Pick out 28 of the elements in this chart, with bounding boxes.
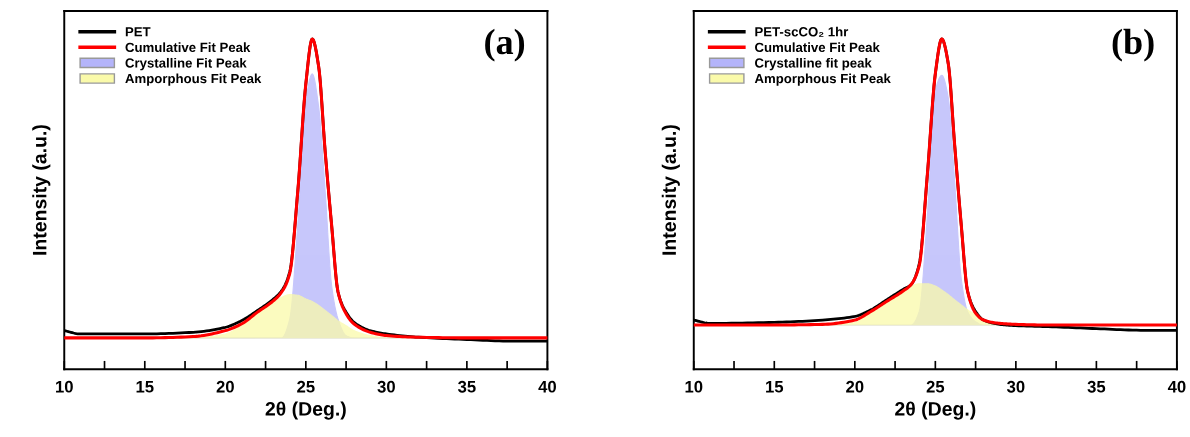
legend-label: Amporphous Fit Peak <box>754 73 891 86</box>
x-tick-label: 15 <box>766 380 784 393</box>
legend-label: Crystalline fit peak <box>755 57 872 71</box>
annotation: (b) <box>1112 28 1154 62</box>
annotation: (a) <box>485 28 525 62</box>
legend-label: Amporphous Fit Peak <box>125 73 262 86</box>
x-tick-label: 10 <box>685 380 703 393</box>
x-tick-label: 30 <box>1006 380 1025 393</box>
y-axis-title: Intensity (a.u.) <box>661 125 680 255</box>
x-tick-label: 25 <box>297 380 315 393</box>
y-axis-title: Intensity (a.u.) <box>32 125 51 255</box>
x-axis-title: 2θ (Deg.) <box>265 401 346 420</box>
legend-label: PET <box>125 27 151 37</box>
x-tick-label: 35 <box>1087 380 1106 393</box>
x-axis-title: 2θ (Deg.) <box>895 401 976 420</box>
x-tick-label: 20 <box>846 380 864 393</box>
x-tick-label: 10 <box>56 380 73 393</box>
x-tick-label: 40 <box>538 380 556 393</box>
x-tick-label: 25 <box>926 380 945 393</box>
legend-label: Crystalline Fit Peak <box>125 57 247 71</box>
legend-label: PET-scCO₂ 1hr <box>755 26 849 37</box>
x-tick-label: 15 <box>136 380 154 393</box>
legend-label: Cumulative Fit Peak <box>755 42 880 53</box>
x-tick-label: 20 <box>216 380 234 393</box>
x-tick-label: 35 <box>457 380 476 393</box>
legend-label: Cumulative Fit Peak <box>125 42 251 53</box>
x-tick-label: 40 <box>1167 380 1186 393</box>
x-tick-label: 30 <box>377 380 395 393</box>
